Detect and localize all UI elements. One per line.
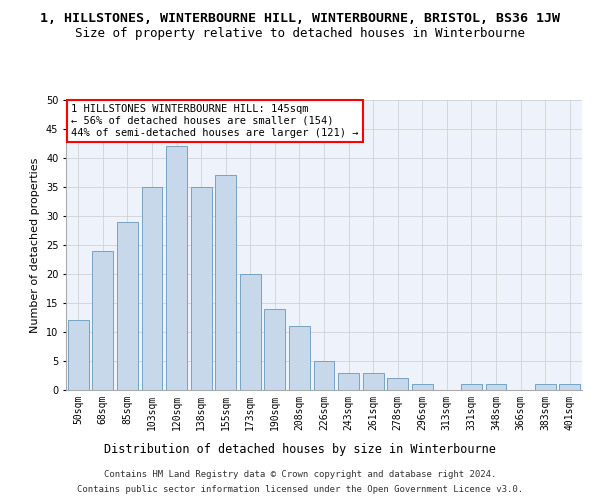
Text: Size of property relative to detached houses in Winterbourne: Size of property relative to detached ho… bbox=[75, 28, 525, 40]
Bar bbox=[240, 274, 261, 390]
Bar bbox=[559, 384, 580, 390]
Text: Contains public sector information licensed under the Open Government Licence v3: Contains public sector information licen… bbox=[77, 485, 523, 494]
Text: 1, HILLSTONES, WINTERBOURNE HILL, WINTERBOURNE, BRISTOL, BS36 1JW: 1, HILLSTONES, WINTERBOURNE HILL, WINTER… bbox=[40, 12, 560, 26]
Bar bbox=[166, 146, 187, 390]
Bar bbox=[314, 361, 334, 390]
Bar bbox=[215, 176, 236, 390]
Bar bbox=[92, 251, 113, 390]
Y-axis label: Number of detached properties: Number of detached properties bbox=[31, 158, 40, 332]
Bar bbox=[412, 384, 433, 390]
Text: Distribution of detached houses by size in Winterbourne: Distribution of detached houses by size … bbox=[104, 442, 496, 456]
Bar bbox=[338, 372, 359, 390]
Bar bbox=[68, 320, 89, 390]
Bar bbox=[117, 222, 138, 390]
Bar bbox=[461, 384, 482, 390]
Bar bbox=[191, 187, 212, 390]
Text: Contains HM Land Registry data © Crown copyright and database right 2024.: Contains HM Land Registry data © Crown c… bbox=[104, 470, 496, 479]
Bar bbox=[289, 326, 310, 390]
Bar bbox=[387, 378, 408, 390]
Bar bbox=[142, 187, 163, 390]
Bar bbox=[485, 384, 506, 390]
Bar bbox=[265, 309, 286, 390]
Bar bbox=[535, 384, 556, 390]
Text: 1 HILLSTONES WINTERBOURNE HILL: 145sqm
← 56% of detached houses are smaller (154: 1 HILLSTONES WINTERBOURNE HILL: 145sqm ←… bbox=[71, 104, 359, 138]
Bar bbox=[362, 372, 383, 390]
